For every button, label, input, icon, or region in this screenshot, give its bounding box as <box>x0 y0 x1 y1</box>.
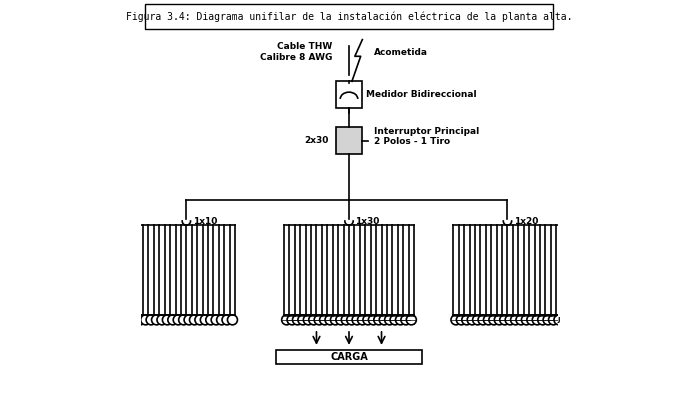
Circle shape <box>456 315 466 325</box>
Circle shape <box>500 315 510 325</box>
Circle shape <box>543 315 553 325</box>
Circle shape <box>179 315 188 325</box>
Circle shape <box>347 315 357 325</box>
Circle shape <box>473 315 482 325</box>
Circle shape <box>184 315 194 325</box>
Circle shape <box>406 315 416 325</box>
Circle shape <box>390 315 400 325</box>
Circle shape <box>521 315 531 325</box>
Circle shape <box>484 315 493 325</box>
Circle shape <box>533 315 542 325</box>
Circle shape <box>374 315 384 325</box>
Circle shape <box>489 315 499 325</box>
Circle shape <box>168 315 178 325</box>
Circle shape <box>189 315 200 325</box>
Circle shape <box>304 315 313 325</box>
Circle shape <box>195 315 205 325</box>
Circle shape <box>516 315 526 325</box>
Circle shape <box>462 315 472 325</box>
Circle shape <box>314 315 324 325</box>
Bar <box>336 127 362 154</box>
Circle shape <box>505 315 515 325</box>
Circle shape <box>363 315 373 325</box>
Circle shape <box>292 315 302 325</box>
Circle shape <box>211 315 221 325</box>
Circle shape <box>151 315 161 325</box>
Text: Acometida: Acometida <box>374 48 428 57</box>
Circle shape <box>157 315 167 325</box>
Bar <box>276 350 422 364</box>
Circle shape <box>549 315 558 325</box>
Circle shape <box>298 315 308 325</box>
Circle shape <box>385 315 394 325</box>
Circle shape <box>341 315 351 325</box>
Text: Medidor Bidireccional: Medidor Bidireccional <box>366 90 476 99</box>
Circle shape <box>135 315 145 325</box>
Circle shape <box>325 315 335 325</box>
Text: 1x30: 1x30 <box>355 217 380 226</box>
Circle shape <box>537 315 548 325</box>
Circle shape <box>309 315 319 325</box>
Circle shape <box>216 315 227 325</box>
Bar <box>336 81 362 108</box>
Text: Cable THW
Calibre 8 AWG: Cable THW Calibre 8 AWG <box>260 43 332 62</box>
Circle shape <box>173 315 184 325</box>
Circle shape <box>369 315 378 325</box>
Circle shape <box>206 315 216 325</box>
Circle shape <box>379 315 389 325</box>
Circle shape <box>357 315 368 325</box>
Text: Interruptor Principal
2 Polos - 1 Tiro: Interruptor Principal 2 Polos - 1 Tiro <box>374 127 480 146</box>
Circle shape <box>320 315 329 325</box>
Circle shape <box>287 315 297 325</box>
Circle shape <box>527 315 537 325</box>
Text: Figura 3.4: Diagrama unifilar de la instalación eléctrica de la planta alta.: Figura 3.4: Diagrama unifilar de la inst… <box>126 11 572 22</box>
Circle shape <box>494 315 505 325</box>
Circle shape <box>401 315 411 325</box>
Circle shape <box>396 315 406 325</box>
Circle shape <box>141 315 151 325</box>
Circle shape <box>554 315 564 325</box>
Circle shape <box>163 315 172 325</box>
Text: 2x30: 2x30 <box>304 136 328 145</box>
Circle shape <box>282 315 292 325</box>
Circle shape <box>467 315 477 325</box>
Circle shape <box>146 315 156 325</box>
Text: J: J <box>558 317 560 323</box>
Circle shape <box>222 315 232 325</box>
Circle shape <box>478 315 488 325</box>
Text: 1x10: 1x10 <box>193 217 217 226</box>
Text: 1x20: 1x20 <box>514 217 538 226</box>
Circle shape <box>200 315 210 325</box>
Text: CARGA: CARGA <box>330 352 368 362</box>
Circle shape <box>330 315 341 325</box>
Circle shape <box>352 315 362 325</box>
FancyBboxPatch shape <box>144 4 554 29</box>
Circle shape <box>451 315 461 325</box>
Circle shape <box>228 315 237 325</box>
Circle shape <box>511 315 521 325</box>
Circle shape <box>336 315 346 325</box>
